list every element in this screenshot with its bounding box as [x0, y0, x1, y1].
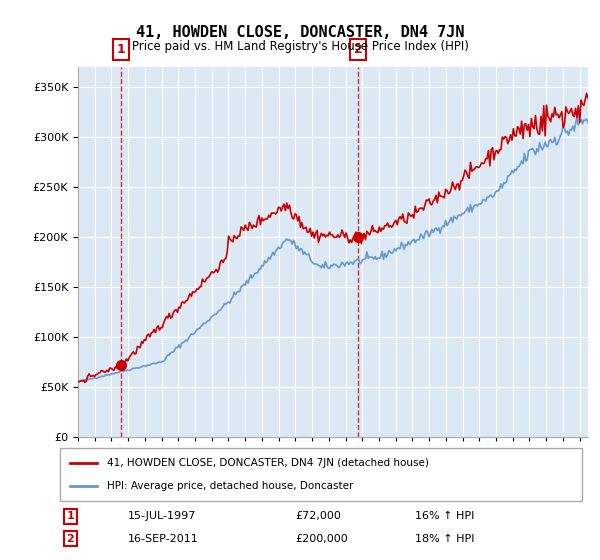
Text: £200,000: £200,000	[295, 534, 347, 544]
Text: £72,000: £72,000	[295, 511, 341, 521]
Text: 16-SEP-2011: 16-SEP-2011	[128, 534, 199, 544]
Text: 15-JUL-1997: 15-JUL-1997	[128, 511, 196, 521]
Text: 18% ↑ HPI: 18% ↑ HPI	[415, 534, 475, 544]
Text: 41, HOWDEN CLOSE, DONCASTER, DN4 7JN: 41, HOWDEN CLOSE, DONCASTER, DN4 7JN	[136, 25, 464, 40]
Text: Price paid vs. HM Land Registry's House Price Index (HPI): Price paid vs. HM Land Registry's House …	[131, 40, 469, 53]
FancyBboxPatch shape	[60, 448, 582, 501]
Text: 16% ↑ HPI: 16% ↑ HPI	[415, 511, 475, 521]
Text: 2: 2	[354, 43, 362, 56]
Text: HPI: Average price, detached house, Doncaster: HPI: Average price, detached house, Donc…	[107, 481, 353, 491]
Text: 2: 2	[67, 534, 74, 544]
Text: 41, HOWDEN CLOSE, DONCASTER, DN4 7JN (detached house): 41, HOWDEN CLOSE, DONCASTER, DN4 7JN (de…	[107, 458, 429, 468]
Text: 1: 1	[117, 43, 125, 56]
Text: 1: 1	[67, 511, 74, 521]
